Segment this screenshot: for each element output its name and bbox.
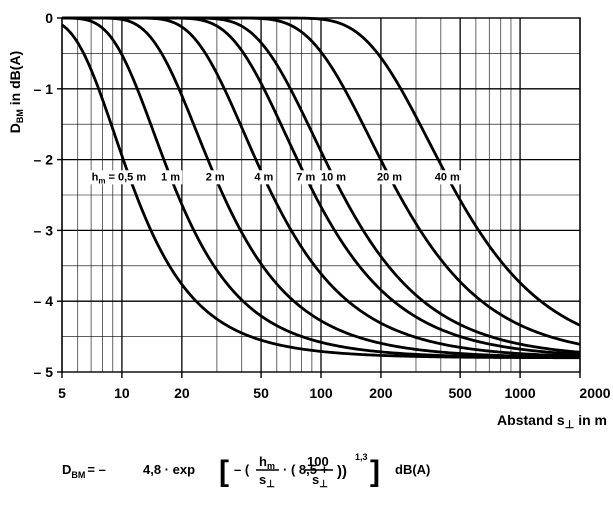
x-tick-label: 1000: [504, 385, 535, 401]
svg-text:s⊥: s⊥: [312, 472, 328, 490]
x-axis-label-main: Abstand s: [497, 412, 565, 428]
formula-dot-paren: · ( 8,5 +: [283, 462, 329, 477]
y-tick-label: 0: [45, 10, 53, 26]
formula-s2: s: [312, 472, 319, 487]
x-tick-label: 500: [448, 385, 472, 401]
formula-equals: = –: [87, 462, 105, 477]
formula-s1-sub: ⊥: [266, 479, 275, 490]
x-axis-label-rest: in m: [574, 412, 607, 428]
curve-label-bg: [252, 170, 276, 185]
series-line: [62, 16, 581, 359]
formula-close-parens: )): [337, 463, 347, 480]
formula-num100: 100: [307, 454, 329, 469]
chart-grid: [57, 17, 581, 378]
svg-text:s⊥: s⊥: [259, 472, 275, 490]
formula-s2-sub: ⊥: [319, 479, 328, 490]
x-axis-label: Abstand s⊥ in m: [497, 412, 607, 430]
y-axis-label: DBM in dB(A): [7, 51, 25, 133]
curve-label: 40 m: [435, 171, 460, 183]
y-axis-label-rest: in dB(A): [7, 51, 23, 109]
curve-label: 10 m: [321, 171, 346, 183]
curve-label: 1 m: [161, 171, 180, 183]
curve-label-bg: [159, 170, 183, 185]
y-axis-label-sub: BM: [15, 109, 25, 123]
curve-label-bg: [89, 170, 158, 185]
attenuation-chart: hm = 0,5 m 1 m 2 m 4 m 7 m 10 m 20 m 40 m 0 – 1 –…: [7, 10, 611, 430]
curve-label-bg: [318, 170, 349, 185]
curve-label-prefix: h: [92, 171, 99, 183]
formula-unit: dB(A): [395, 462, 430, 477]
x-tick-label: 10: [114, 385, 130, 401]
formula-minus-paren: – (: [234, 462, 250, 477]
formula-open-bracket: [: [219, 455, 229, 488]
y-axis-label-main: D: [7, 123, 23, 133]
curve-label-bg: [294, 170, 318, 185]
curve-label: 4 m: [254, 171, 273, 183]
y-tick-label: – 2: [34, 152, 54, 168]
svg-text:hm: hm: [259, 454, 275, 471]
formula-lhs-sub: BM: [71, 470, 85, 480]
curve-label-bg: [203, 170, 227, 185]
formula-close-bracket: ]: [370, 455, 380, 488]
formula-h: h: [259, 454, 267, 469]
chart-curves: [61, 16, 581, 360]
formula-h-sub: m: [267, 461, 275, 471]
x-axis-label-sub: ⊥: [565, 419, 575, 430]
x-tick-label: 100: [309, 385, 333, 401]
series-line: [61, 16, 581, 359]
y-tick-label: – 1: [34, 81, 54, 97]
svg-text:DBM= –: DBM = –: [62, 462, 106, 480]
curve-label-eq: = 0,5 m: [105, 171, 146, 183]
curve-label: hm = 0,5 m: [92, 171, 147, 185]
x-tick-label: 20: [174, 385, 190, 401]
formula-lhs: D: [62, 462, 71, 477]
curve-label: 2 m: [206, 171, 225, 183]
y-tick-label: – 3: [34, 222, 54, 238]
x-tick-label: 2000: [579, 385, 610, 401]
y-tick-label: – 4: [34, 293, 54, 309]
curve-label-bg: [432, 170, 463, 185]
x-tick-label: 50: [253, 385, 269, 401]
x-tick-label: 200: [369, 385, 393, 401]
formula-coef: 4,8 · exp: [143, 462, 195, 477]
series-line: [62, 16, 581, 327]
curve-label-bg: [375, 170, 405, 185]
x-tick-label: 5: [58, 385, 66, 401]
formula-s1: s: [259, 472, 266, 487]
curve-label: 7 m: [296, 171, 315, 183]
curve-labels: hm = 0,5 m 1 m 2 m 4 m 7 m 10 m 20 m 40 m: [89, 170, 463, 185]
y-tick-label: – 5: [34, 364, 54, 380]
x-tick-labels: 5 10 20 50 100 200 500 1000 2000: [58, 385, 611, 401]
y-tick-labels: 0 – 1 – 2 – 3 – 4 – 5: [34, 10, 54, 380]
curve-label-prefix-sub: m: [98, 176, 105, 185]
curve-label: 20 m: [377, 171, 402, 183]
formula-exponent: 1,3: [355, 452, 368, 462]
